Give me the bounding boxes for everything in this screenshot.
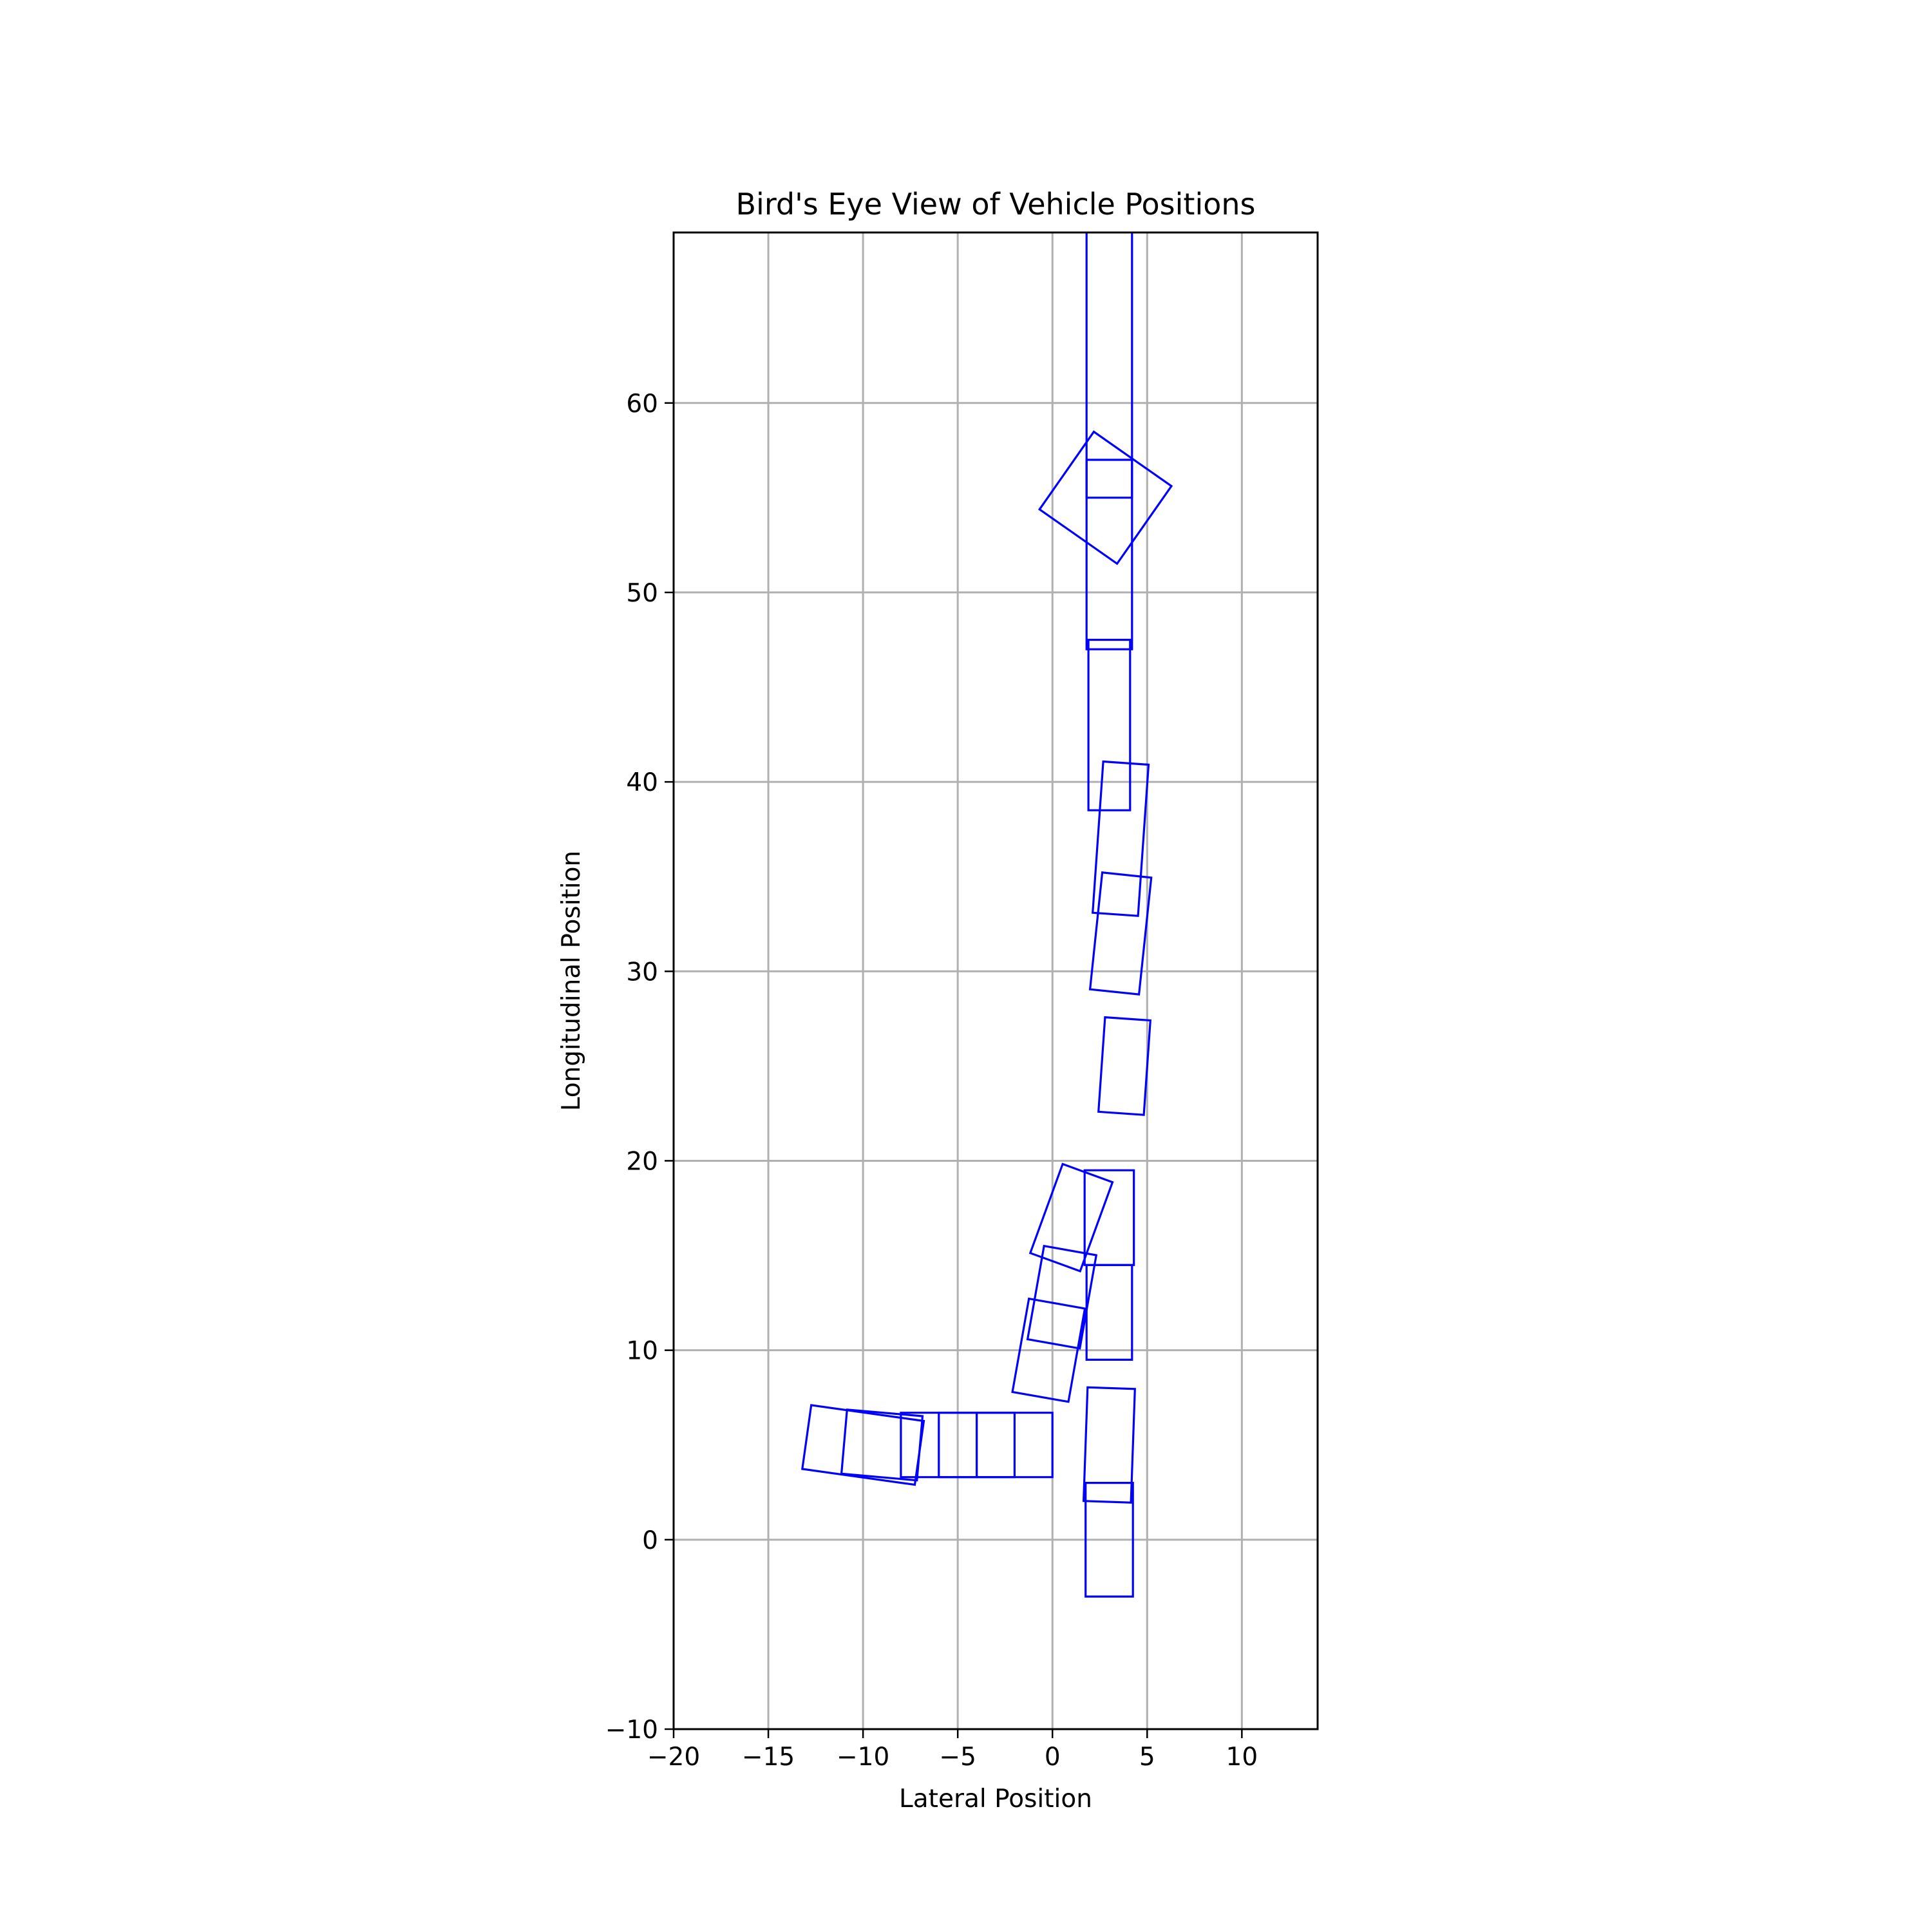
x-tick-label: 10 xyxy=(1226,1743,1258,1772)
y-tick-label: 20 xyxy=(626,1147,658,1176)
x-tick-label: −15 xyxy=(742,1743,795,1772)
y-axis-label: Longitudinal Position xyxy=(557,851,586,1112)
vehicle-box xyxy=(1037,430,1173,565)
y-tick-label: 0 xyxy=(642,1526,658,1555)
vehicle-box xyxy=(1026,1244,1098,1350)
x-tick-label: −20 xyxy=(647,1743,700,1772)
grid xyxy=(672,232,1318,1730)
chart-title: Bird's Eye View of Vehicle Positions xyxy=(735,187,1255,222)
vehicle-box xyxy=(1011,1297,1086,1403)
y-tick-label: 30 xyxy=(626,958,658,987)
x-tick-label: −5 xyxy=(939,1743,976,1772)
vehicle-boxes xyxy=(800,232,1173,1598)
x-tick-label: 0 xyxy=(1045,1743,1061,1772)
y-tick-label: 60 xyxy=(626,390,658,419)
plot-frame xyxy=(672,231,1319,1730)
vehicle-box xyxy=(800,1404,925,1486)
vehicle-box xyxy=(1084,1482,1134,1598)
vehicle-box xyxy=(1088,871,1153,996)
y-tick-label: −10 xyxy=(605,1716,658,1745)
x-tick-label: 5 xyxy=(1139,1743,1155,1772)
y-tick-label: 10 xyxy=(626,1337,658,1366)
vehicle-box xyxy=(1082,1386,1136,1504)
vehicle-box xyxy=(1085,1264,1133,1361)
vehicle-box xyxy=(900,1412,978,1479)
axis-ticks: −20 −15 −10 −5 0 5 10 −10 0 10 20 30 40 50 60 xyxy=(605,390,1258,1772)
vehicle-box xyxy=(1028,1162,1114,1273)
y-tick-label: 50 xyxy=(626,579,658,608)
vehicle-box xyxy=(1091,760,1150,917)
vehicle-box xyxy=(1087,638,1132,811)
vehicle-box xyxy=(840,1408,924,1482)
y-tick-label: 40 xyxy=(626,768,658,797)
vehicle-box xyxy=(1085,232,1133,499)
vehicle-box xyxy=(1097,1016,1152,1116)
x-axis-label: Lateral Position xyxy=(899,1785,1092,1814)
vehicle-box xyxy=(1085,459,1133,650)
x-tick-label: −10 xyxy=(837,1743,889,1772)
vehicle-box xyxy=(1083,1169,1135,1266)
